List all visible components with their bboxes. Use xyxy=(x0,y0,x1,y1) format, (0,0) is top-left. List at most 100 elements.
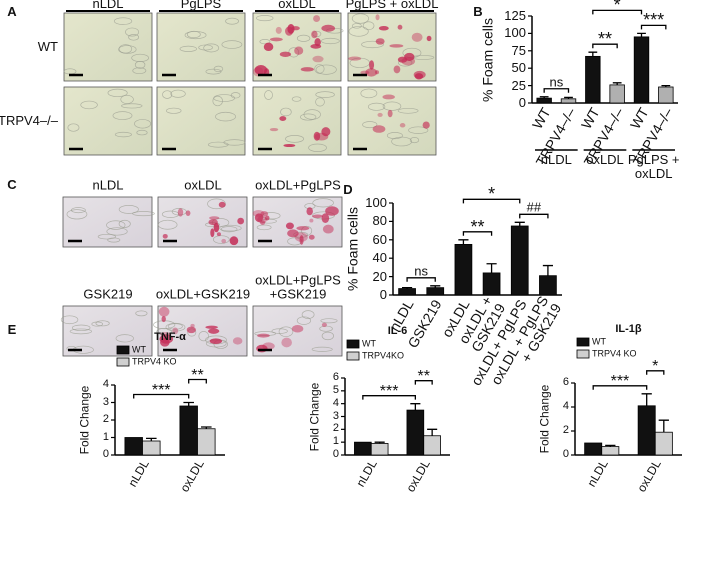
error-bar xyxy=(146,437,157,441)
cell xyxy=(170,89,186,98)
stained-cell xyxy=(312,55,324,63)
stained-cell xyxy=(159,334,174,344)
legend-swatch xyxy=(346,339,360,349)
error-bar xyxy=(605,444,616,447)
cell xyxy=(278,326,294,337)
column-label: PgLPS xyxy=(180,0,222,12)
stained-cell xyxy=(185,210,191,216)
stained-cell xyxy=(348,56,362,61)
stained-cell xyxy=(321,24,336,32)
bar xyxy=(124,437,143,456)
stained-cell xyxy=(369,60,375,70)
stained-cell xyxy=(275,26,282,34)
stained-cell xyxy=(221,238,227,244)
cell xyxy=(285,134,305,143)
error-bar xyxy=(539,96,549,99)
group-label: oxLDL xyxy=(586,152,624,167)
cell xyxy=(157,219,178,230)
error-bar xyxy=(201,426,212,429)
significance-label: ** xyxy=(597,29,613,50)
group-label: PgLPS + oxLDL xyxy=(627,152,680,181)
bar xyxy=(406,409,425,456)
cell xyxy=(113,17,133,25)
stained-cell xyxy=(291,324,304,333)
micrograph xyxy=(63,86,153,156)
cell xyxy=(271,328,288,334)
bar xyxy=(584,442,603,456)
significance-label: *** xyxy=(610,373,630,390)
stained-cell xyxy=(208,328,220,334)
y-tick-label: 1 xyxy=(102,430,109,443)
y-tick-label: 0 xyxy=(518,95,526,111)
legend-label: WT xyxy=(592,336,606,347)
stained-cell xyxy=(260,220,266,225)
y-axis-title: Fold Change xyxy=(77,385,92,455)
cell xyxy=(136,129,148,136)
bar xyxy=(142,440,161,456)
stained-cell xyxy=(283,143,296,148)
bar xyxy=(539,275,557,296)
panel-letter: C xyxy=(7,177,17,193)
cell xyxy=(203,43,220,53)
stained-cell xyxy=(210,228,215,238)
legend-label: WT xyxy=(132,344,146,355)
y-tick-label: 25 xyxy=(511,77,526,93)
panel-letter: A xyxy=(7,4,17,20)
row-label: WT xyxy=(37,39,58,55)
bar xyxy=(658,86,674,104)
stained-cell xyxy=(397,56,408,63)
significance-label: * xyxy=(613,0,621,16)
y-tick-label: 125 xyxy=(504,8,526,24)
column-label: PgLPS + oxLDL xyxy=(345,0,439,12)
y-tick-label: 80 xyxy=(372,213,387,229)
chart-title: TNF-α xyxy=(154,331,186,344)
stained-cell xyxy=(260,211,269,217)
cell xyxy=(121,103,143,109)
y-axis-title: Fold Change xyxy=(537,384,552,454)
cell xyxy=(362,121,378,129)
error-bar xyxy=(514,221,525,226)
cell xyxy=(215,111,236,122)
micrograph xyxy=(156,86,246,156)
error-bar xyxy=(637,32,646,37)
stained-cell xyxy=(375,38,385,45)
micrograph xyxy=(62,305,153,357)
significance-bracket xyxy=(592,9,643,15)
cell xyxy=(221,40,243,49)
significance-bracket xyxy=(414,380,433,385)
bar xyxy=(482,272,501,296)
stained-cell xyxy=(312,214,324,219)
cell xyxy=(135,310,148,317)
stained-cell xyxy=(186,326,196,334)
bar xyxy=(179,405,198,456)
stained-cell xyxy=(269,127,279,132)
cell xyxy=(360,88,378,99)
legend-label: TRPV4KO xyxy=(362,350,405,361)
cell xyxy=(315,91,335,98)
legend-swatch xyxy=(576,337,590,347)
error-bar xyxy=(183,401,194,406)
stained-cell xyxy=(287,229,299,238)
y-tick-label: 100 xyxy=(365,195,387,211)
chart-title: IL-1β xyxy=(615,323,642,336)
stained-cell xyxy=(374,70,380,75)
cell xyxy=(321,37,340,45)
image-label: oxLDL+GSK219 xyxy=(155,286,251,302)
cell xyxy=(165,322,186,332)
legend-swatch xyxy=(116,357,130,367)
cell xyxy=(212,235,230,244)
cell xyxy=(312,198,334,208)
legend-swatch xyxy=(346,351,360,361)
stained-cell xyxy=(365,68,378,77)
y-tick-label: 2 xyxy=(102,413,109,426)
bar xyxy=(423,435,441,456)
stained-cell xyxy=(372,125,386,133)
stained-cell xyxy=(177,208,184,217)
stained-cell xyxy=(375,14,380,21)
y-axis-title: % Foam cells xyxy=(344,206,361,292)
stained-cell xyxy=(397,24,403,30)
cell xyxy=(351,13,370,24)
cell xyxy=(125,27,140,37)
cell xyxy=(166,107,182,114)
stained-cell xyxy=(218,201,226,208)
